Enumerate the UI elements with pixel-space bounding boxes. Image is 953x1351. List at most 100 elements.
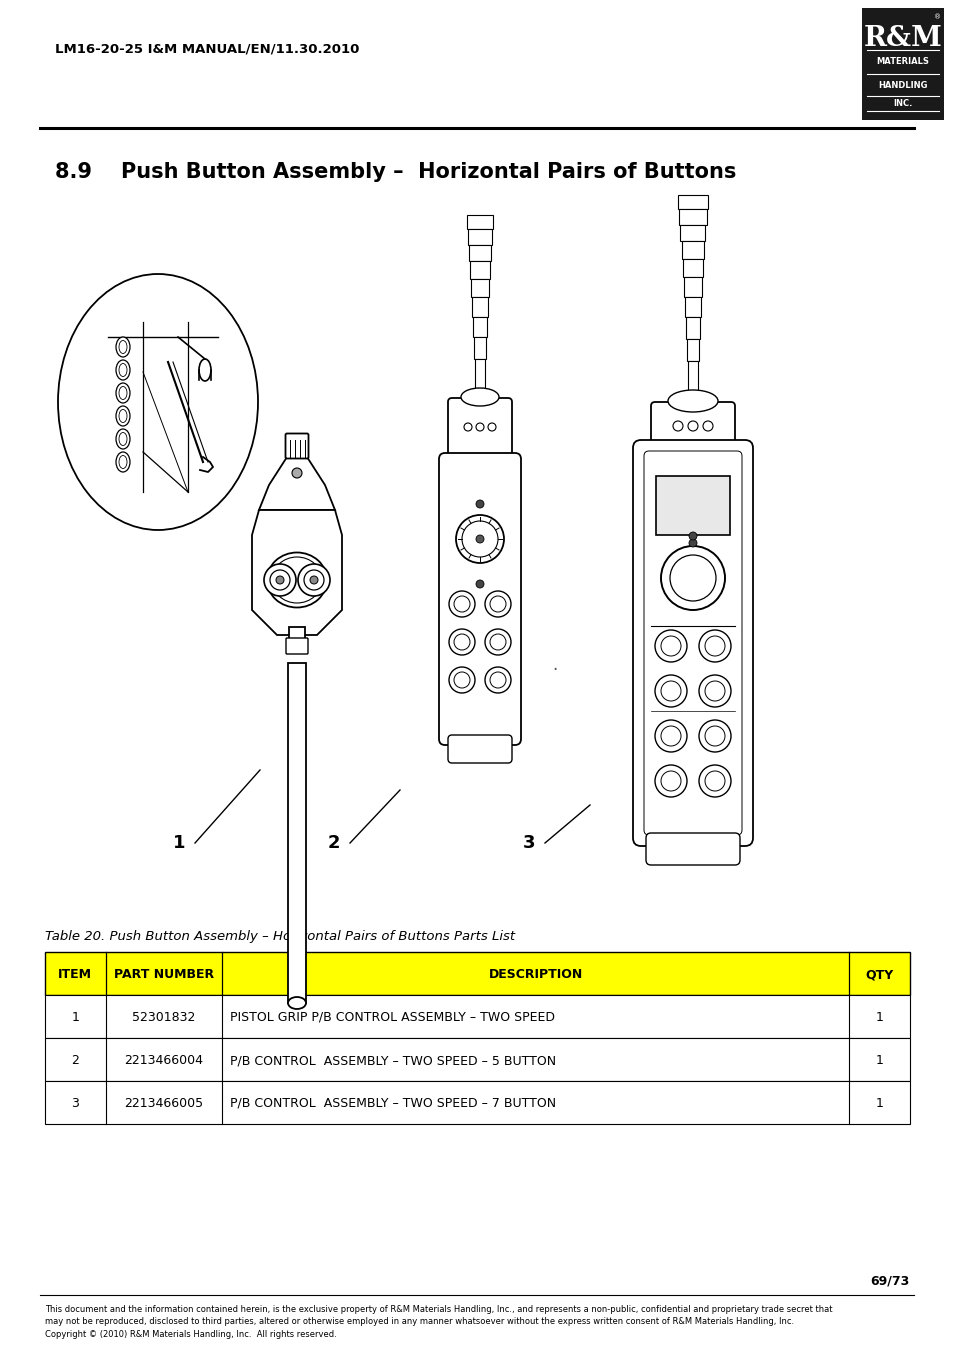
Ellipse shape	[119, 455, 127, 469]
Text: ®: ®	[933, 14, 940, 20]
Circle shape	[688, 539, 697, 547]
Bar	[473, 317, 486, 336]
Bar	[475, 359, 484, 389]
Bar	[471, 280, 489, 297]
Circle shape	[270, 570, 290, 590]
Bar	[684, 297, 700, 317]
Bar	[472, 297, 488, 317]
Circle shape	[704, 725, 724, 746]
Circle shape	[490, 596, 505, 612]
Text: 2213466004: 2213466004	[124, 1054, 203, 1067]
Circle shape	[454, 634, 470, 650]
Text: 3: 3	[522, 834, 535, 852]
Ellipse shape	[460, 388, 498, 407]
Text: 69/73: 69/73	[870, 1274, 909, 1288]
Circle shape	[704, 681, 724, 701]
Bar	[45, 994, 909, 1038]
Circle shape	[669, 555, 716, 601]
Ellipse shape	[116, 336, 130, 357]
Text: PART NUMBER: PART NUMBER	[113, 969, 213, 981]
FancyBboxPatch shape	[643, 451, 741, 835]
Circle shape	[704, 636, 724, 657]
Circle shape	[454, 671, 470, 688]
Text: LM16-20-25 I&M MANUAL/EN/11.30.2010: LM16-20-25 I&M MANUAL/EN/11.30.2010	[55, 42, 359, 55]
Bar	[686, 339, 699, 361]
FancyBboxPatch shape	[286, 638, 308, 654]
Text: 8.9    Push Button Assembly –  Horizontal Pairs of Buttons: 8.9 Push Button Assembly – Horizontal Pa…	[55, 162, 736, 182]
Circle shape	[660, 725, 680, 746]
Ellipse shape	[116, 359, 130, 380]
Ellipse shape	[272, 557, 322, 603]
Circle shape	[484, 630, 511, 655]
Bar	[683, 277, 701, 297]
Ellipse shape	[58, 274, 257, 530]
Bar	[45, 952, 909, 994]
Bar	[678, 195, 707, 209]
FancyBboxPatch shape	[289, 627, 305, 644]
Bar	[474, 336, 485, 359]
Ellipse shape	[119, 432, 127, 446]
Bar	[679, 209, 706, 226]
Bar	[470, 261, 490, 280]
Ellipse shape	[119, 386, 127, 400]
Text: .: .	[552, 657, 558, 674]
Text: 1: 1	[71, 1011, 79, 1024]
Circle shape	[297, 563, 330, 596]
FancyBboxPatch shape	[650, 403, 734, 450]
Bar	[45, 1081, 909, 1124]
Ellipse shape	[119, 363, 127, 377]
Bar	[45, 1038, 909, 1081]
Text: 1: 1	[172, 834, 185, 852]
Ellipse shape	[116, 382, 130, 403]
Text: Table 20. Push Button Assembly – Horizontal Pairs of Buttons Parts List: Table 20. Push Button Assembly – Horizon…	[45, 929, 515, 943]
Circle shape	[699, 765, 730, 797]
Circle shape	[655, 676, 686, 707]
Circle shape	[292, 467, 302, 478]
FancyBboxPatch shape	[438, 453, 520, 744]
Bar	[685, 317, 700, 339]
Circle shape	[476, 500, 483, 508]
Bar	[862, 8, 943, 120]
Circle shape	[476, 535, 483, 543]
FancyBboxPatch shape	[448, 399, 512, 461]
Ellipse shape	[667, 390, 718, 412]
Circle shape	[275, 576, 284, 584]
Circle shape	[702, 422, 712, 431]
Text: 52301832: 52301832	[132, 1011, 195, 1024]
Text: P/B CONTROL  ASSEMBLY – TWO SPEED – 7 BUTTON: P/B CONTROL ASSEMBLY – TWO SPEED – 7 BUT…	[230, 1097, 556, 1111]
Text: 2: 2	[71, 1054, 79, 1067]
Text: 1: 1	[875, 1097, 882, 1111]
Circle shape	[476, 423, 483, 431]
Circle shape	[454, 596, 470, 612]
Circle shape	[484, 667, 511, 693]
FancyBboxPatch shape	[645, 834, 740, 865]
Circle shape	[456, 515, 503, 563]
Circle shape	[699, 676, 730, 707]
Polygon shape	[252, 509, 341, 635]
Circle shape	[490, 634, 505, 650]
Text: 2213466005: 2213466005	[124, 1097, 203, 1111]
Bar	[468, 230, 492, 245]
Text: This document and the information contained herein, is the exclusive property of: This document and the information contai…	[45, 1305, 832, 1339]
Circle shape	[660, 636, 680, 657]
Ellipse shape	[116, 453, 130, 471]
Text: QTY: QTY	[864, 969, 893, 981]
Circle shape	[463, 423, 472, 431]
Circle shape	[660, 681, 680, 701]
Ellipse shape	[288, 997, 306, 1009]
Circle shape	[660, 546, 724, 611]
Bar	[687, 361, 698, 390]
Bar	[679, 226, 705, 240]
FancyBboxPatch shape	[656, 476, 729, 535]
Circle shape	[449, 667, 475, 693]
Text: P/B CONTROL  ASSEMBLY – TWO SPEED – 5 BUTTON: P/B CONTROL ASSEMBLY – TWO SPEED – 5 BUT…	[230, 1054, 556, 1067]
Text: 1: 1	[875, 1011, 882, 1024]
Polygon shape	[258, 457, 335, 509]
Bar	[681, 240, 703, 259]
Circle shape	[688, 532, 697, 540]
Bar	[469, 245, 491, 261]
Ellipse shape	[119, 409, 127, 423]
Circle shape	[660, 771, 680, 790]
Circle shape	[484, 590, 511, 617]
Circle shape	[488, 423, 496, 431]
